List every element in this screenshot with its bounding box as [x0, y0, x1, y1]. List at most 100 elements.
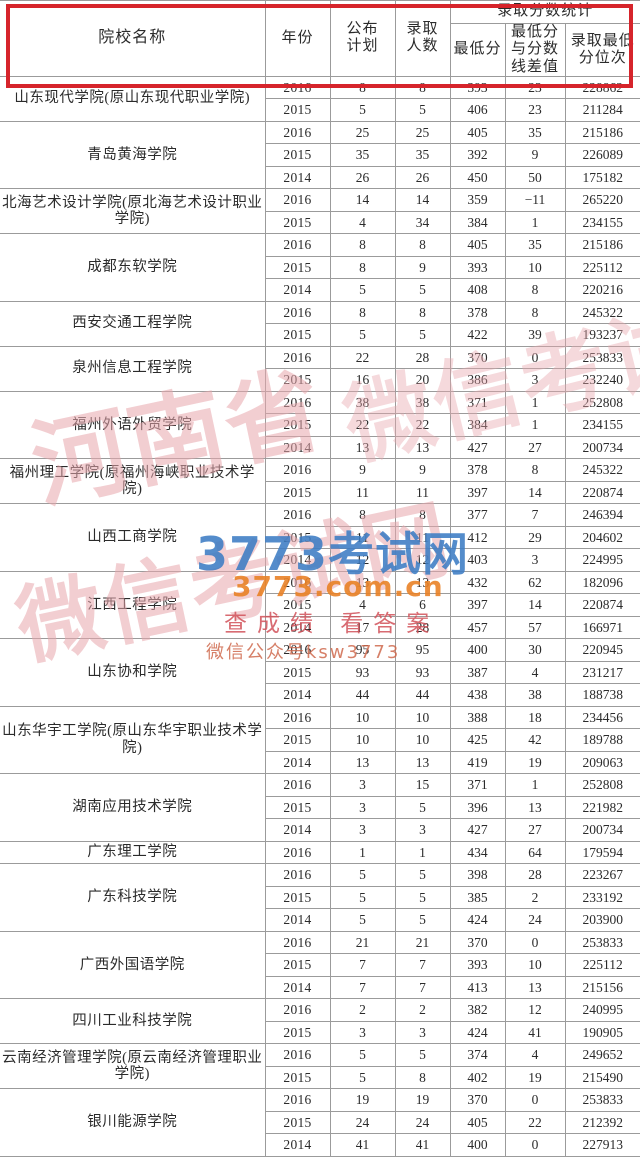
- cell-admitted: 13: [394, 750, 451, 775]
- cell-plan: 17: [329, 615, 396, 640]
- column-header-rank-line2: 分位次: [578, 49, 627, 66]
- column-header-plan-line2: 计划: [346, 38, 379, 55]
- cell-admitted: 8: [394, 1065, 451, 1090]
- cell-rank: 215186: [564, 120, 640, 145]
- cell-year: 2014: [265, 435, 331, 460]
- cell-min-score: 370: [449, 1088, 506, 1112]
- cell-min-score: 385: [449, 885, 506, 910]
- cell-min-score: 425: [449, 728, 506, 752]
- cell-rank: 220874: [564, 480, 640, 505]
- cell-min-score: 412: [449, 525, 506, 550]
- cell-plan: 5: [329, 278, 396, 302]
- cell-plan: 11: [329, 480, 396, 505]
- column-header-plan-line1: 公布: [346, 21, 379, 38]
- cell-year: 2016: [264, 1088, 331, 1112]
- cell-plan: 2: [329, 998, 396, 1022]
- cell-admitted: 9: [394, 255, 451, 280]
- cell-min-score: 406: [449, 98, 506, 122]
- cell-min-score: 392: [449, 143, 506, 167]
- cell-plan: 8: [329, 233, 396, 257]
- cell-score-diff: 22: [504, 1110, 566, 1135]
- cell-year: 2015: [265, 660, 331, 685]
- cell-score-diff: 0: [504, 1133, 566, 1157]
- cell-plan: 16: [329, 368, 396, 392]
- cell-year: 2014: [265, 548, 331, 572]
- cell-score-diff: 24: [504, 908, 566, 932]
- cell-admitted: 9: [394, 458, 451, 482]
- table-row: 广东科技学院 2016 5 5 398 28 223267: [0, 863, 640, 932]
- cell-admitted: 25: [394, 120, 451, 145]
- cell-rank: 253833: [564, 930, 640, 955]
- cell-plan: 9: [329, 458, 396, 482]
- cell-plan: 7: [329, 975, 396, 1000]
- cell-score-diff: 3: [504, 548, 566, 572]
- cell-score-diff: 4: [504, 1043, 566, 1067]
- table-row: 2015 5 5 422 39 193237: [0, 323, 640, 347]
- cell-score-diff: 10: [504, 953, 566, 977]
- cell-min-score: 398: [449, 863, 506, 887]
- cell-plan: 5: [329, 323, 396, 347]
- cell-plan: 3: [329, 818, 396, 842]
- cell-plan: 93: [329, 660, 396, 685]
- cell-min-score: 359: [449, 188, 506, 212]
- cell-plan: 8: [329, 75, 396, 100]
- table-row: 山东华宇工学院(原山东华宇职业技术学院) 2016 10 10 388 18 234456: [0, 705, 640, 775]
- cell-admitted: 93: [394, 660, 451, 685]
- cell-admitted: 8: [394, 233, 451, 257]
- cell-rank: 245322: [564, 300, 640, 325]
- table-row: 2015 35 35 392 9 226089: [0, 143, 640, 167]
- cell-rank: 209063: [564, 750, 640, 775]
- table-row: 2015 11 11 397 14 220874: [0, 480, 640, 505]
- cell-plan: 22: [329, 345, 396, 370]
- cell-plan: 5: [329, 908, 396, 932]
- cell-score-diff: 9: [504, 143, 566, 167]
- cell-year: 2016: [264, 188, 331, 212]
- cell-rank: 228862: [564, 75, 640, 100]
- cell-admitted: 1: [394, 840, 451, 865]
- column-header-diff-line1: 最低分: [510, 24, 559, 40]
- table-body: 山东现代学院(原山东现代职业学院) 2016 8 8 393 23 228862 2015 5 5…: [0, 75, 640, 1157]
- cell-rank: 211284: [564, 98, 640, 122]
- cell-min-score: 384: [449, 413, 506, 437]
- cell-year: 2016: [264, 705, 331, 730]
- table-row: 北海艺术设计学院(原北海艺术设计职业学院) 2016 14 14 359 −11 26522…: [0, 188, 640, 235]
- cell-min-score: 450: [449, 165, 506, 190]
- column-header-admitted-line2: 人数: [406, 38, 439, 55]
- cell-min-score: 427: [449, 435, 506, 460]
- cell-score-diff: 1: [504, 773, 566, 797]
- cell-year: 2016: [264, 998, 331, 1022]
- cell-year: 2016: [264, 300, 331, 325]
- table-header-sub-row: 最低分 最低分 与分数 线差值 录取最低 分位次: [0, 23, 640, 77]
- cell-min-score: 457: [449, 615, 506, 640]
- cell-min-score: 387: [449, 660, 506, 685]
- table-row: 云南经济管理学院(原云南经济管理职业学院) 2016 5 5 374 4 249652: [0, 1043, 640, 1090]
- cell-rank: 220216: [564, 278, 640, 302]
- cell-year: 2016: [264, 840, 331, 865]
- cell-year: 2015: [265, 885, 331, 910]
- cell-admitted: 5: [394, 1043, 451, 1067]
- cell-school-name: 广东理工学院: [0, 840, 266, 865]
- cell-score-diff: 50: [504, 165, 566, 190]
- cell-school-name: 湖南应用技术学院: [0, 773, 266, 842]
- table-row: 成都东软学院 2016 8 8 405 35 215186: [0, 233, 640, 302]
- cell-score-diff: 23: [504, 75, 566, 100]
- cell-plan: 24: [329, 1110, 396, 1135]
- table-row: 山东协和学院 2016 95 95 400 30 220945: [0, 638, 640, 707]
- cell-plan: 3: [329, 795, 396, 820]
- cell-year: 2015: [265, 1065, 331, 1090]
- cell-year: 2016: [264, 638, 331, 662]
- cell-rank: 245322: [564, 458, 640, 482]
- cell-rank: 253833: [564, 1088, 640, 1112]
- cell-plan: 25: [329, 120, 396, 145]
- cell-admitted: 44: [394, 683, 451, 707]
- cell-min-score: 370: [449, 930, 506, 955]
- column-header-school-name: 院校名称: [0, 0, 266, 77]
- cell-rank: 179594: [564, 840, 640, 865]
- cell-score-diff: −11: [504, 188, 566, 212]
- cell-year: 2016: [264, 503, 331, 527]
- cell-score-diff: 42: [504, 728, 566, 752]
- cell-plan: 21: [329, 930, 396, 955]
- cell-plan: 3: [329, 1020, 396, 1045]
